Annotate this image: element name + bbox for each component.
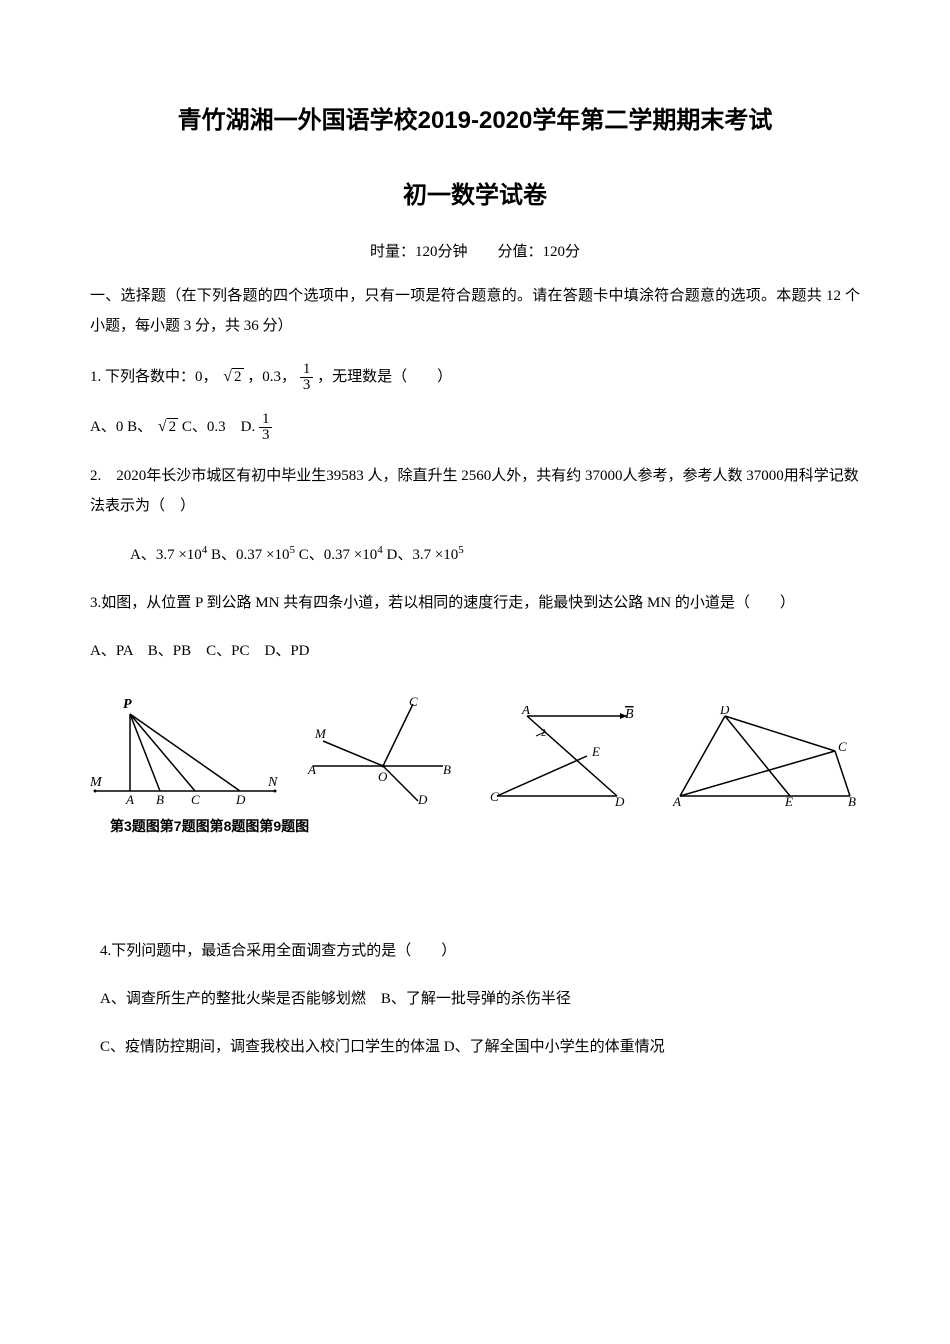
figure-q3: P M A B C D N <box>90 696 280 806</box>
question-3: 3.如图，从位置 P 到公路 MN 共有四条小道，若以相同的速度行走，能最快到达… <box>90 588 860 618</box>
q2-opt-d-sup: 5 <box>458 544 464 556</box>
question-2: 2. 2020年长沙市城区有初中毕业生39583 人，除直升生 2560人外，共… <box>90 461 860 521</box>
svg-text:N: N <box>267 775 278 790</box>
svg-text:C: C <box>490 789 499 804</box>
exam-title-main: 青竹湖湘一外国语学校2019-2020学年第二学期期末考试 <box>90 100 860 135</box>
q1-opt-a: A、0 <box>90 419 123 435</box>
q2-opt-a-pre: A、3.7 ×10 <box>130 547 202 563</box>
svg-text:C: C <box>191 792 200 806</box>
q2-opt-c-sup: 4 <box>377 544 383 556</box>
q2-opt-d-pre: D、3.7 ×10 <box>386 547 458 563</box>
q1-stem-b: ，0.3， <box>247 369 296 385</box>
exam-title-sub: 初一数学试卷 <box>90 175 860 210</box>
q1-stem-c: ，无理数是（ ） <box>317 369 452 385</box>
question-1: 1. 下列各数中：0， 2 ，0.3， 1 3 ，无理数是（ ） <box>90 361 860 393</box>
svg-text:D: D <box>614 794 625 806</box>
figures-row: P M A B C D N C M A O B D 2 A B E C D <box>90 696 860 806</box>
question-4-options-ab: A、调查所生产的整批火柴是否能够划燃 B、了解一批导弹的杀伤半径 <box>100 984 860 1014</box>
svg-text:A: A <box>521 706 530 717</box>
fraction: 1 3 <box>300 362 314 393</box>
figure-q9: D C A E B <box>670 706 860 806</box>
svg-text:M: M <box>90 775 103 790</box>
svg-text:C: C <box>838 739 847 754</box>
question-4-options-cd: C、疫情防控期间，调查我校出入校门口学生的体温 D、了解全国中小学生的体重情况 <box>100 1032 860 1062</box>
svg-text:E: E <box>784 794 793 806</box>
sqrt-icon: 2 <box>156 411 178 443</box>
svg-text:O: O <box>378 769 388 784</box>
q1-stem-a: 1. 下列各数中：0， <box>90 369 218 385</box>
svg-text:D: D <box>719 706 730 717</box>
q2-opt-b-sup: 5 <box>290 544 296 556</box>
svg-text:A: A <box>672 794 681 806</box>
q1-opt-c: C、0.3 D. <box>182 419 255 435</box>
figure-q8: 2 A B E C D <box>487 706 647 806</box>
q2-opt-b-pre: B、0.37 ×10 <box>211 547 289 563</box>
svg-text:C: C <box>409 696 418 709</box>
q2-opt-a-sup: 4 <box>202 544 208 556</box>
svg-text:A: A <box>307 762 316 777</box>
svg-text:B: B <box>625 707 634 722</box>
question-1-options: A、0 B、 2 C、0.3 D. 1 3 <box>90 411 860 443</box>
question-4: 4.下列问题中，最适合采用全面调查方式的是（ ） <box>100 936 860 966</box>
exam-meta: 时量：120分钟 分值：120分 <box>90 240 860 261</box>
sqrt-icon: 2 <box>221 361 243 393</box>
q2-opt-c-pre: C、0.37 ×10 <box>299 547 377 563</box>
svg-text:E: E <box>591 744 600 759</box>
svg-text:B: B <box>156 792 164 806</box>
svg-text:D: D <box>235 792 246 806</box>
svg-text:M: M <box>314 726 327 741</box>
svg-text:2: 2 <box>541 728 546 739</box>
svg-text:P: P <box>123 697 132 712</box>
svg-text:A: A <box>125 792 134 806</box>
svg-text:B: B <box>443 762 451 777</box>
section-intro: 一、选择题（在下列各题的四个选项中，只有一项是符合题意的。请在答题卡中填涂符合题… <box>90 281 860 341</box>
q1-opt-b: B、 <box>127 419 152 435</box>
fraction: 1 3 <box>259 412 273 443</box>
svg-text:B: B <box>848 794 856 806</box>
figure-q7: C M A O B D <box>303 696 463 806</box>
question-2-options: A、3.7 ×104 B、0.37 ×105 C、0.37 ×104 D、3.7… <box>90 539 860 570</box>
figure-labels: 第3题图第7题图第8题图第9题图 <box>90 816 860 836</box>
question-3-options: A、PA B、PB C、PC D、PD <box>90 636 860 666</box>
svg-text:D: D <box>417 792 428 806</box>
